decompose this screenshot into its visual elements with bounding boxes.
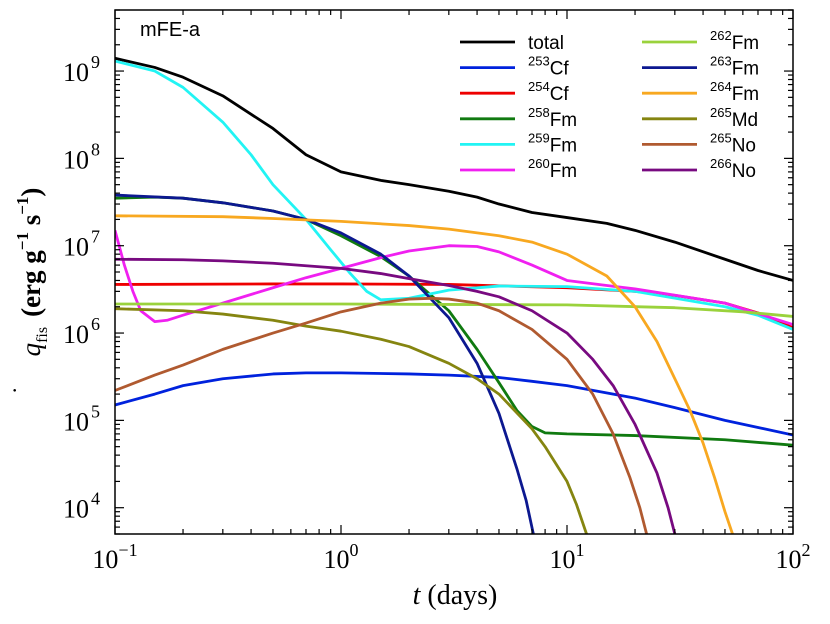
series-line-262Fm — [115, 302, 793, 318]
y-tick-label: 10 — [63, 495, 89, 524]
series-line-259Fm — [115, 59, 793, 331]
y-tick-label-exp: 5 — [91, 401, 100, 421]
legend-item-263Fm: 263Fm — [642, 54, 759, 80]
series-line-260Fm — [115, 229, 793, 326]
legend-label: 260Fm — [528, 156, 577, 182]
legend-label: 253Cf — [528, 54, 569, 80]
y-tick-label-exp: 4 — [91, 489, 100, 509]
legend-item-262Fm: 262Fm — [642, 28, 759, 54]
legend-item-total: total — [460, 33, 564, 54]
legend-item-265Md: 265Md — [642, 105, 758, 131]
legend-label: 263Fm — [710, 54, 759, 80]
legend-label: 258Fm — [528, 105, 577, 131]
y-tick-label: 10 — [63, 233, 89, 262]
legend-label: 264Fm — [710, 79, 759, 105]
legend-item-265No: 265No — [642, 130, 756, 156]
legend-item-258Fm: 258Fm — [460, 105, 577, 131]
legend-item-266No: 266No — [642, 156, 756, 182]
svg-text:qfis(erg g−1 s−1): qfis(erg g−1 s−1) — [13, 188, 51, 357]
y-tick-label-exp: 6 — [91, 314, 100, 334]
legend-label: total — [528, 33, 564, 54]
legend-item-254Cf: 254Cf — [460, 79, 569, 105]
panel-label: mFE-a — [140, 19, 201, 41]
legend-item-259Fm: 259Fm — [460, 130, 577, 156]
legend-label: 266No — [710, 156, 756, 182]
series-line-264Fm — [115, 214, 734, 534]
legend-label: 259Fm — [528, 130, 577, 156]
series-line-266No — [115, 257, 677, 534]
y-axis-title: qfis(erg g−1 s−1) · — [2, 188, 51, 394]
y-tick-label: 10 — [63, 145, 89, 174]
series-line-total — [115, 56, 793, 282]
x-tick-label: 10−1 — [92, 540, 137, 574]
y-tick-label: 10 — [63, 58, 89, 87]
legend-label: 265No — [710, 130, 756, 156]
plot-frame — [114, 9, 794, 535]
legend-label: 262Fm — [710, 28, 759, 54]
y-tick-label: 10 — [63, 407, 89, 436]
legend-item-253Cf: 253Cf — [460, 54, 569, 80]
x-tick-label: 101 — [550, 540, 585, 574]
y-axis-unit-exp2: −1 — [13, 197, 32, 215]
series-line-265No — [115, 296, 648, 534]
y-axis-unit-post: ) — [16, 188, 46, 197]
y-tick-label-exp: 8 — [91, 139, 100, 159]
y-tick-label-exp: 7 — [91, 227, 100, 247]
series-line-265Md — [115, 307, 588, 534]
legend-item-260Fm: 260Fm — [460, 156, 577, 182]
y-tick-label: 10 — [63, 320, 89, 349]
y-tick-label-exp: 9 — [91, 52, 100, 72]
series-line-258Fm — [115, 195, 793, 447]
x-axis-title: t (days) — [413, 580, 498, 611]
y-axis-unit-exp1: −1 — [13, 232, 32, 250]
x-tick-label: 100 — [324, 540, 359, 574]
legend-label: 254Cf — [528, 79, 569, 105]
y-axis-var: q — [16, 343, 46, 357]
y-axis-unit-pre: (erg g — [16, 250, 46, 317]
y-axis-dot: · — [2, 387, 27, 394]
legend-item-264Fm: 264Fm — [642, 79, 759, 105]
y-axis-unit-mid: s — [16, 215, 46, 232]
y-axis-sub: fis — [34, 327, 51, 343]
series-layer — [115, 56, 793, 534]
legend-label: 265Md — [710, 105, 758, 131]
x-tick-label: 102 — [776, 540, 811, 574]
series-line-263Fm — [115, 193, 535, 534]
series-line-253Cf — [115, 371, 793, 437]
